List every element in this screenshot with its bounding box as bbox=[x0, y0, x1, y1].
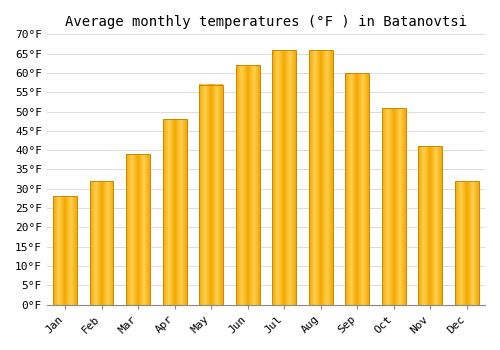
Bar bbox=[163, 119, 186, 304]
Bar bbox=[309, 50, 332, 304]
Bar bbox=[346, 73, 369, 304]
Bar bbox=[455, 181, 478, 304]
Bar bbox=[126, 154, 150, 304]
Title: Average monthly temperatures (°F ) in Batanovtsi: Average monthly temperatures (°F ) in Ba… bbox=[65, 15, 467, 29]
Bar bbox=[418, 146, 442, 304]
Bar bbox=[200, 84, 223, 304]
Bar bbox=[382, 108, 406, 304]
Bar bbox=[236, 65, 260, 304]
Bar bbox=[54, 196, 77, 304]
Bar bbox=[272, 50, 296, 304]
Bar bbox=[90, 181, 114, 304]
